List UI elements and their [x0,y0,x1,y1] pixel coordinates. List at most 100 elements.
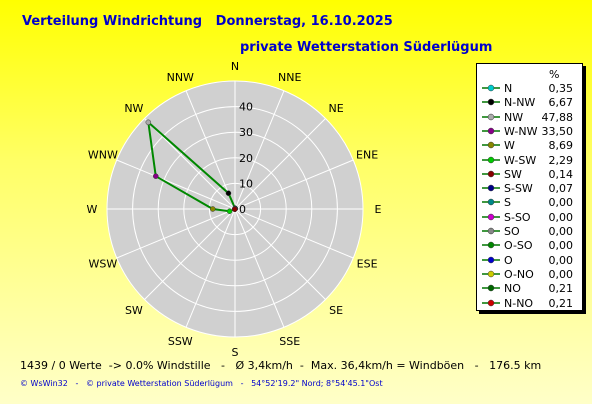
chart-subtitle: private Wetterstation Süderlügum [240,40,493,55]
legend-label: N-NW [504,96,536,110]
legend-value: 8,69 [548,139,574,153]
direction-label-nnw: NNW [167,71,194,84]
legend-item: S-SO 0,00 [477,211,582,226]
direction-label-nw: NW [124,102,143,115]
legend-label: S-SW [504,182,533,196]
legend-label: O [504,253,513,267]
legend-item: O 0,00 [477,254,582,269]
legend-value: 0,00 [548,253,574,267]
legend-label: N [504,82,513,95]
r-tick-label: 40 [239,101,253,114]
legend-marker [482,256,500,263]
grid-spoke [185,90,236,210]
grid-spoke [234,208,285,328]
legend-marker [482,127,500,135]
grid-spoke [185,208,236,328]
legend-label: O-SO [504,239,533,253]
legend: % N 0,35 N-NW 6,67 NW 47,88 W-NW 33,50 W 8,69 W-SW… [476,63,583,311]
legend-value: 0,00 [548,196,574,210]
legend-marker [482,270,500,278]
legend-item: W 8,69 [477,139,582,154]
legend-value: 0,21 [548,282,574,296]
legend-item: S-SW 0,07 [477,182,582,197]
grid-spoke [234,159,354,210]
legend-unit: % [549,68,560,81]
data-point-wsw [226,208,233,214]
direction-label-ese: ESE [357,258,378,271]
grid-spoke [234,208,326,300]
legend-marker [482,242,500,249]
r-tick-label: 20 [239,152,253,165]
direction-label-se: SE [329,304,343,317]
direction-label-ssw: SSW [168,335,193,348]
legend-label: W-NW [504,124,538,138]
legend-item: W-NW 33,50 [477,125,582,140]
legend-item: N-NO 0,21 [477,297,582,312]
legend-value: 0,00 [548,267,574,281]
data-point-nnw [225,190,232,196]
legend-value: 33,50 [541,124,574,138]
legend-value: 0,07 [548,182,574,196]
legend-marker [482,170,500,178]
legend-item: N-NW 6,67 [477,96,582,111]
r-tick-label: 0 [239,203,246,216]
legend-value: 0,21 [548,296,574,310]
legend-marker [482,184,500,192]
legend-label: NW [504,110,524,124]
legend-item: O-SO 0,00 [477,239,582,254]
stats-footer: 1439 / 0 Werte -> 0.0% Windstille - Ø 3,… [20,359,542,372]
legend-value: 0,00 [548,210,574,224]
direction-label-s: S [232,346,239,359]
legend-item: NW 47,88 [477,111,582,126]
legend-marker [482,299,500,306]
legend-label: NO [504,282,521,296]
legend-value: 0,00 [548,225,574,238]
legend-marker [482,84,500,92]
legend-item: S 0,00 [477,196,582,211]
legend-item: NO 0,21 [477,282,582,297]
legend-label: W-SW [504,153,537,167]
legend-item: W-SW 2,29 [477,154,582,169]
legend-item: SO 0,00 [477,225,582,240]
data-point-w [210,206,216,212]
legend-marker [482,213,500,220]
data-point-nw [145,119,152,126]
legend-item: O-NO 0,00 [477,268,582,283]
legend-label: S [504,196,511,210]
direction-label-w: W [87,203,98,216]
legend-value: 0,35 [548,82,574,95]
direction-label-e: E [375,203,382,216]
data-point-sw [231,206,238,213]
grid-spoke [116,208,236,259]
legend-marker [482,227,500,235]
direction-label-wsw: WSW [89,258,118,271]
grid-spoke [234,90,285,210]
data-point-wnw [153,173,159,179]
legend-marker [482,141,500,149]
grid-spoke [234,118,326,210]
direction-label-nne: NNE [278,71,301,84]
legend-value: 47,88 [541,110,574,124]
legend-label: W [504,139,515,153]
direction-label-n: N [231,60,239,73]
direction-label-sw: SW [125,304,143,317]
legend-value: 0,00 [548,239,574,253]
legend-label: O-NO [504,267,534,281]
legend-marker [482,199,500,206]
legend-label: S-SO [504,210,531,224]
chart-title: Verteilung Windrichtung Donnerstag, 16.1… [22,14,393,29]
legend-value: 6,67 [548,96,574,110]
direction-label-ne: NE [329,102,344,115]
legend-marker [482,156,500,163]
direction-label-wnw: WNW [88,148,118,161]
legend-marker [482,284,500,292]
legend-label: SW [504,167,522,181]
legend-marker [482,99,500,106]
r-tick-label: 30 [239,126,253,139]
direction-label-sse: SSE [279,335,300,348]
legend-item: SW 0,14 [477,168,582,183]
legend-value: 2,29 [548,153,574,167]
legend-label: SO [504,225,520,238]
legend-value: 0,14 [548,167,574,181]
